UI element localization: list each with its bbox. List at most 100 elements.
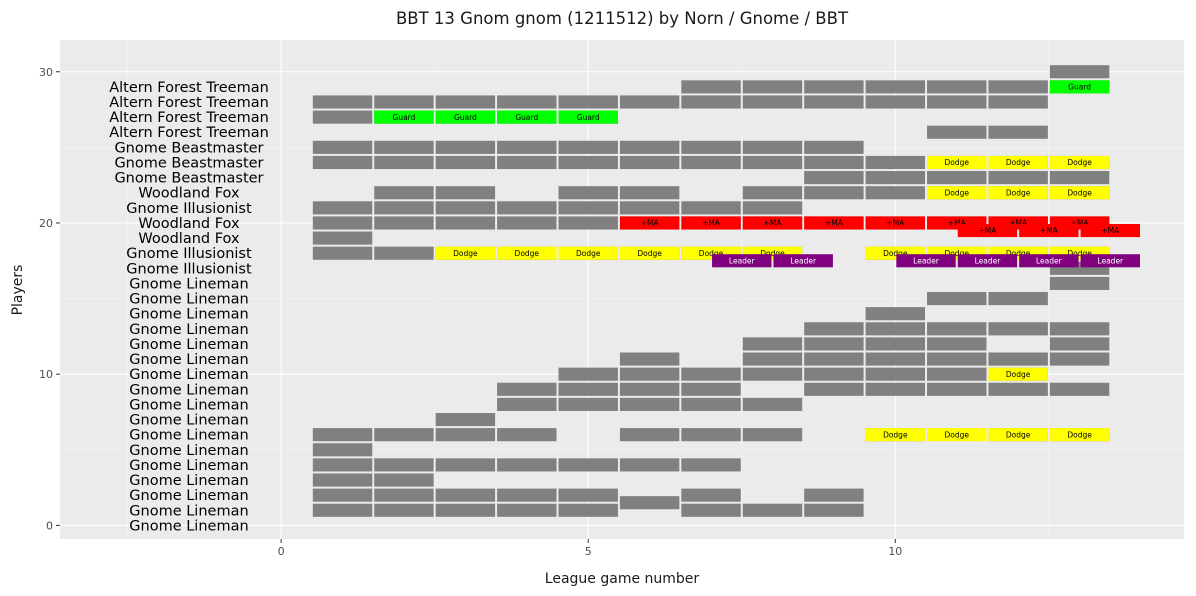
player-label: Gnome Lineman [129,443,248,459]
game-tile [312,140,373,154]
plot-panel [60,40,1184,539]
game-tile [435,412,496,427]
skill-tag-plus-ma [619,216,680,230]
skill-tag-label: +MA [1101,226,1120,235]
game-tile [558,367,618,381]
game-tile [374,201,434,215]
axes: 0 5 10 0 10 20 30 [39,66,902,558]
game-tile [1049,171,1110,185]
skill-tag-label: Guard [577,113,600,122]
game-tile [804,352,864,366]
game-tile [988,125,1048,139]
y-tick-label: 30 [39,66,53,79]
game-tile [558,216,618,230]
game-tile [497,397,557,411]
player-label: Altern Forest Treeman [109,125,269,141]
game-tile [558,458,618,472]
chart-title: BBT 13 Gnom gnom (1211512) by Norn / Gno… [396,9,849,28]
player-label: Gnome Lineman [129,473,248,489]
game-tile [927,322,987,336]
game-tile [374,246,434,260]
game-tile [374,216,434,230]
skill-tag-label: Dodge [576,249,601,258]
player-label: Gnome Illusionist [126,246,252,262]
skill-tag-guard [1049,80,1110,94]
player-label: Gnome Lineman [129,276,248,292]
game-tile [435,201,496,215]
player-label: Woodland Fox [138,186,240,202]
skill-tag-plus-ma [681,216,741,230]
game-tile [558,503,618,517]
game-tile [497,201,557,215]
skill-tag-label: Dodge [699,249,724,258]
game-tile [988,292,1048,306]
skill-tag-plus-ma [1080,223,1141,238]
game-tile [927,337,987,351]
skill-tag-dodge [558,246,618,260]
player-label: Gnome Lineman [129,488,248,504]
skill-tag-dodge [988,367,1048,381]
game-tile [742,352,803,366]
game-tile [927,95,987,109]
game-tile [374,95,434,109]
game-tile [497,140,557,154]
game-tile [374,488,434,502]
game-tile [497,428,557,442]
game-tile [927,125,987,139]
game-tile [558,95,618,109]
game-tile [619,352,680,366]
game-tile [619,496,680,510]
skill-tag-dodge [435,246,496,260]
game-tile [742,186,803,200]
skill-tag-guard [374,110,434,124]
game-tile [435,488,496,502]
player-label: Gnome Illusionist [126,201,252,217]
game-tile [742,428,803,442]
game-tile [804,503,864,517]
game-tile [865,80,926,94]
skill-tag-label: +MA [702,219,721,228]
player-label: Gnome Lineman [129,413,248,429]
game-tile [312,458,373,472]
game-tile [558,140,618,154]
game-tile [865,352,926,366]
game-tile [804,382,864,396]
skill-tag-plus-ma [1019,223,1079,238]
skill-tag-plus-ma [957,223,1018,238]
player-label: Gnome Beastmaster [114,155,263,171]
skill-tag-dodge [927,428,987,442]
skill-tag-leader [773,254,833,268]
game-tile [681,428,741,442]
game-tile [435,428,496,442]
game-tile [927,367,987,381]
skill-tag-dodge [927,155,987,170]
skill-tag-label: Dodge [515,249,540,258]
player-label: Gnome Lineman [129,382,248,398]
game-tile [435,216,496,230]
game-tile [1049,276,1110,291]
skill-tag-label: Dodge [1006,188,1031,197]
game-tile [865,155,926,170]
skill-tag-dodge [988,428,1048,442]
game-tile [1049,322,1110,336]
game-tile [619,428,680,442]
game-tile [619,201,680,215]
skill-tag-leader [1019,254,1079,268]
skill-tag-dodge [988,186,1048,200]
game-tile [742,397,803,411]
skill-tag-label: Leader [790,256,817,265]
game-tile [865,307,926,321]
player-label: Woodland Fox [138,231,240,247]
skill-tag-plus-ma [742,216,803,230]
game-tile [865,367,926,381]
game-tile [558,186,618,200]
game-tile [312,443,373,457]
game-tile [988,80,1048,94]
game-tile [742,155,803,170]
player-label: Gnome Beastmaster [114,171,263,187]
game-tile [804,171,864,185]
game-tile [742,201,803,215]
y-tick-label: 0 [46,519,53,532]
player-label: Woodland Fox [138,216,240,232]
skill-tag-label: Dodge [760,249,785,258]
